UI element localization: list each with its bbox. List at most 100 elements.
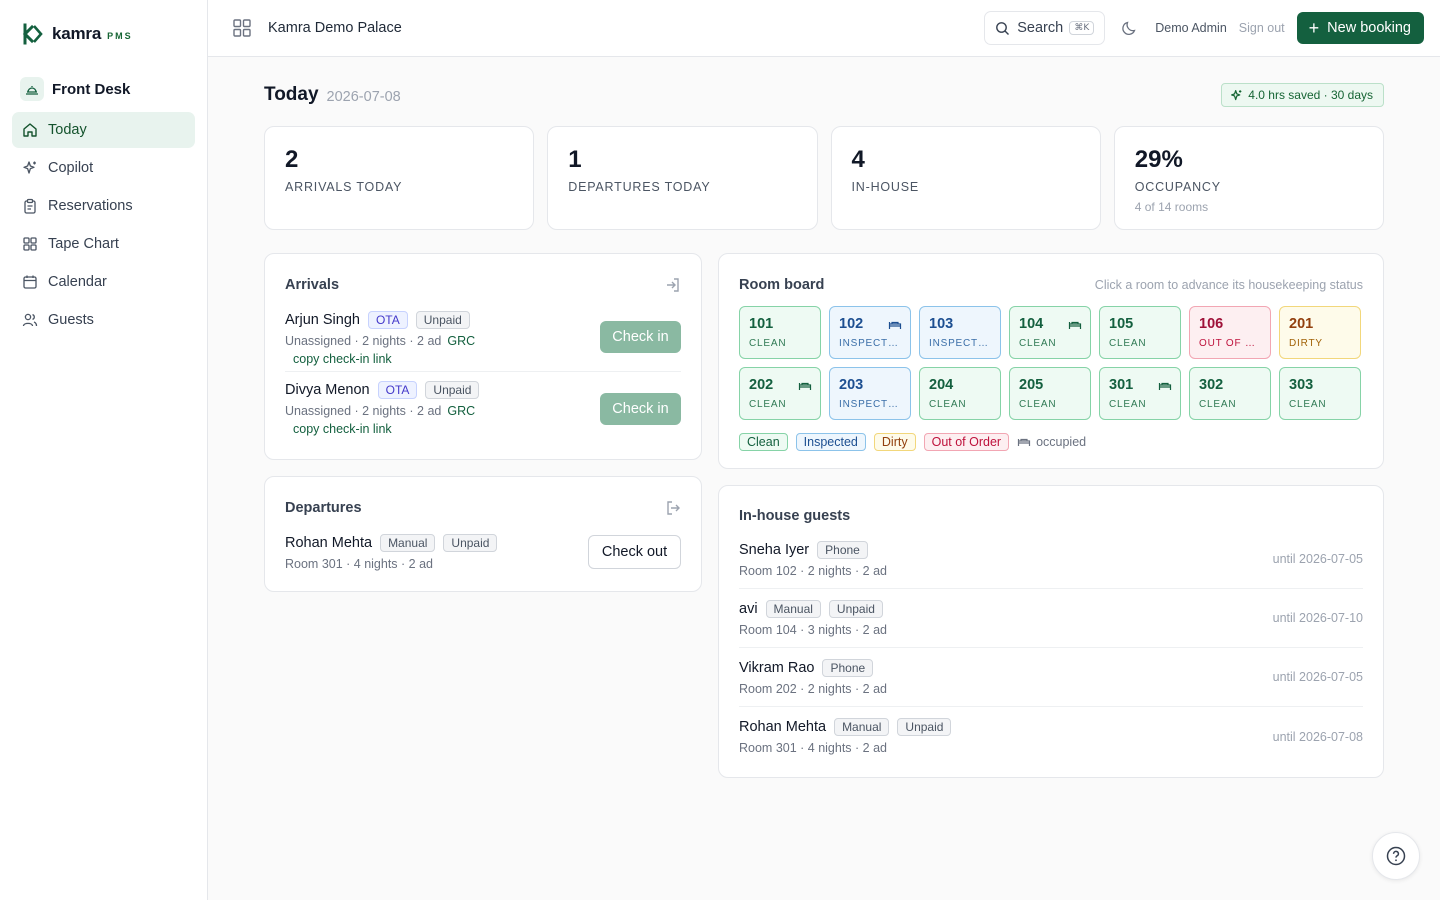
sidebar-item-guests[interactable]: Guests <box>12 302 195 338</box>
user-name[interactable]: Demo Admin <box>1155 21 1227 35</box>
guest-name[interactable]: Vikram Rao <box>739 659 815 676</box>
stat-in-house: 4 IN-HOUSE <box>830 126 1101 230</box>
card-title: Departures <box>285 500 362 516</box>
stat-sub: 4 of 14 rooms <box>1134 200 1209 214</box>
arrival-info: Arjun Singh OTA Unpaid Unassigned · 2 ni… <box>285 311 475 366</box>
card-title: Room board <box>739 277 825 293</box>
room-tile-201[interactable]: 201 DIRTY <box>1279 306 1361 359</box>
check-in-button[interactable]: Check in <box>600 321 681 353</box>
card-title: Arrivals <box>285 277 340 293</box>
stat-value: 4 <box>851 146 865 173</box>
sparkle-icon <box>1230 89 1243 102</box>
stat-value: 2 <box>285 146 299 173</box>
legend-occupied-label: occupied <box>1036 435 1087 449</box>
sidebar-item-label: Tape Chart <box>48 236 119 252</box>
room-tile-202[interactable]: 202 CLEAN <box>739 367 821 420</box>
room-tile-101[interactable]: 101 CLEAN <box>739 306 821 359</box>
guest-name[interactable]: Divya Menon <box>285 381 370 398</box>
time-saved-text: 4.0 hrs saved · 30 days <box>1248 88 1373 102</box>
guest-info: avi Manual Unpaid Room 104 · 3 nights · 2 a… <box>739 599 887 637</box>
sparkle-icon <box>22 160 38 176</box>
booking-meta: Room 104 · 3 nights · 2 ad <box>739 622 887 637</box>
room-tile-104[interactable]: 104 CLEAN <box>1009 306 1091 359</box>
room-tile-102[interactable]: 102 INSPECTED <box>829 306 911 359</box>
room-number: 301 <box>1109 377 1134 393</box>
guest-info: Vikram Rao Phone Room 202 · 2 nights · 2 a… <box>739 658 887 696</box>
check-in-button[interactable]: Check in <box>600 393 681 425</box>
in-house-row[interactable]: avi Manual Unpaid Room 104 · 3 nights · 2 a… <box>739 589 1363 648</box>
in-house-list: Sneha Iyer Phone Room 102 · 2 nights · 2 a… <box>739 530 1363 766</box>
new-booking-button[interactable]: + New booking <box>1296 12 1424 44</box>
payment-badge: Unpaid <box>443 533 498 552</box>
stay-until: until 2026-07-05 <box>1272 552 1363 566</box>
room-status: CLEAN <box>1199 399 1237 410</box>
room-tile-106[interactable]: 106 OUT OF ORDER <box>1189 306 1271 359</box>
room-status: INSPECTED <box>839 338 901 349</box>
room-tile-103[interactable]: 103 INSPECTED <box>919 306 1001 359</box>
calendar-icon <box>22 274 38 290</box>
users-icon <box>22 312 38 328</box>
payment-badge: Unpaid <box>425 380 480 399</box>
topbar: Kamra Demo Palace Search ⌘K Demo Admin S… <box>208 0 1440 57</box>
guest-name[interactable]: Arjun Singh <box>285 312 360 328</box>
property-name[interactable]: Kamra Demo Palace <box>268 20 402 36</box>
stat-label: DEPARTURES TODAY <box>568 180 711 194</box>
page-title: Today <box>264 84 319 105</box>
sidebar-item-calendar[interactable]: Calendar <box>12 264 195 300</box>
room-tile-105[interactable]: 105 CLEAN <box>1099 306 1181 359</box>
room-tile-203[interactable]: 203 INSPECTED <box>829 367 911 420</box>
stay-until: until 2026-07-05 <box>1272 670 1363 684</box>
section-front-desk[interactable]: Front Desk <box>20 72 195 106</box>
copy-check-in-link[interactable]: copy check-in link <box>293 352 392 366</box>
sidebar-item-label: Calendar <box>48 274 107 290</box>
arrival-row: Divya Menon OTA Unpaid Unassigned · 2 ni… <box>285 372 681 444</box>
in-house-row[interactable]: Rohan Mehta Manual Unpaid Room 301 · 4 nigh… <box>739 707 1363 766</box>
room-tile-303[interactable]: 303 CLEAN <box>1279 367 1361 420</box>
sidebar: kamra PMS Front Desk Today Copilot Reser… <box>0 0 208 900</box>
room-tile-302[interactable]: 302 CLEAN <box>1189 367 1271 420</box>
grc-link[interactable]: GRC <box>447 334 476 348</box>
copy-check-in-link[interactable]: copy check-in link <box>293 421 392 436</box>
stay-until: until 2026-07-10 <box>1272 611 1363 625</box>
arrival-info: Divya Menon OTA Unpaid Unassigned · 2 ni… <box>285 380 480 436</box>
help-button[interactable] <box>1372 832 1420 880</box>
search-button[interactable]: Search ⌘K <box>984 11 1106 45</box>
guest-name[interactable]: Rohan Mehta <box>739 719 827 735</box>
guest-name[interactable]: Sneha Iyer <box>739 541 810 558</box>
in-house-card: In-house guests Sneha Iyer Phone Room 102 … <box>718 485 1384 778</box>
check-out-button[interactable]: Check out <box>588 535 681 569</box>
kamra-logo-icon <box>22 23 43 45</box>
sign-out-link[interactable]: Sign out <box>1238 21 1285 35</box>
app-grid-icon[interactable] <box>232 18 252 38</box>
room-status: CLEAN <box>1109 399 1147 410</box>
source-badge: OTA <box>377 380 418 399</box>
moon-icon[interactable] <box>1121 19 1139 37</box>
stat-arrivals: 2 ARRIVALS TODAY <box>264 126 535 230</box>
sidebar-item-reservations[interactable]: Reservations <box>12 188 195 224</box>
stat-label: IN-HOUSE <box>851 180 920 194</box>
room-status: CLEAN <box>749 399 787 410</box>
guest-badge: Unpaid <box>897 718 952 736</box>
log-in-icon[interactable] <box>665 277 681 293</box>
grc-link[interactable]: GRC <box>447 403 476 418</box>
guest-name[interactable]: Rohan Mehta <box>285 534 373 551</box>
in-house-row[interactable]: Vikram Rao Phone Room 202 · 2 nights · 2 a… <box>739 648 1363 707</box>
log-out-icon[interactable] <box>665 500 681 516</box>
booking-meta: Unassigned · 2 nights · 2 ad GRC <box>285 404 479 418</box>
brand[interactable]: kamra PMS <box>0 0 207 68</box>
bed-icon <box>888 318 902 336</box>
clipboard-icon <box>22 198 38 214</box>
room-status: CLEAN <box>1109 338 1147 349</box>
room-tile-205[interactable]: 205 CLEAN <box>1009 367 1091 420</box>
guest-info: Sneha Iyer Phone Room 102 · 2 nights · 2 a… <box>739 540 887 578</box>
room-tile-204[interactable]: 204 CLEAN <box>919 367 1001 420</box>
sidebar-item-tape-chart[interactable]: Tape Chart <box>12 226 195 262</box>
payment-badge: Unpaid <box>415 311 470 329</box>
bed-icon <box>1068 318 1082 336</box>
in-house-row[interactable]: Sneha Iyer Phone Room 102 · 2 nights · 2 a… <box>739 530 1363 589</box>
sidebar-item-copilot[interactable]: Copilot <box>12 150 195 186</box>
guest-name[interactable]: avi <box>739 600 758 617</box>
room-tile-301[interactable]: 301 CLEAN <box>1099 367 1181 420</box>
guest-badge: Unpaid <box>828 599 883 618</box>
sidebar-item-today[interactable]: Today <box>12 112 195 148</box>
